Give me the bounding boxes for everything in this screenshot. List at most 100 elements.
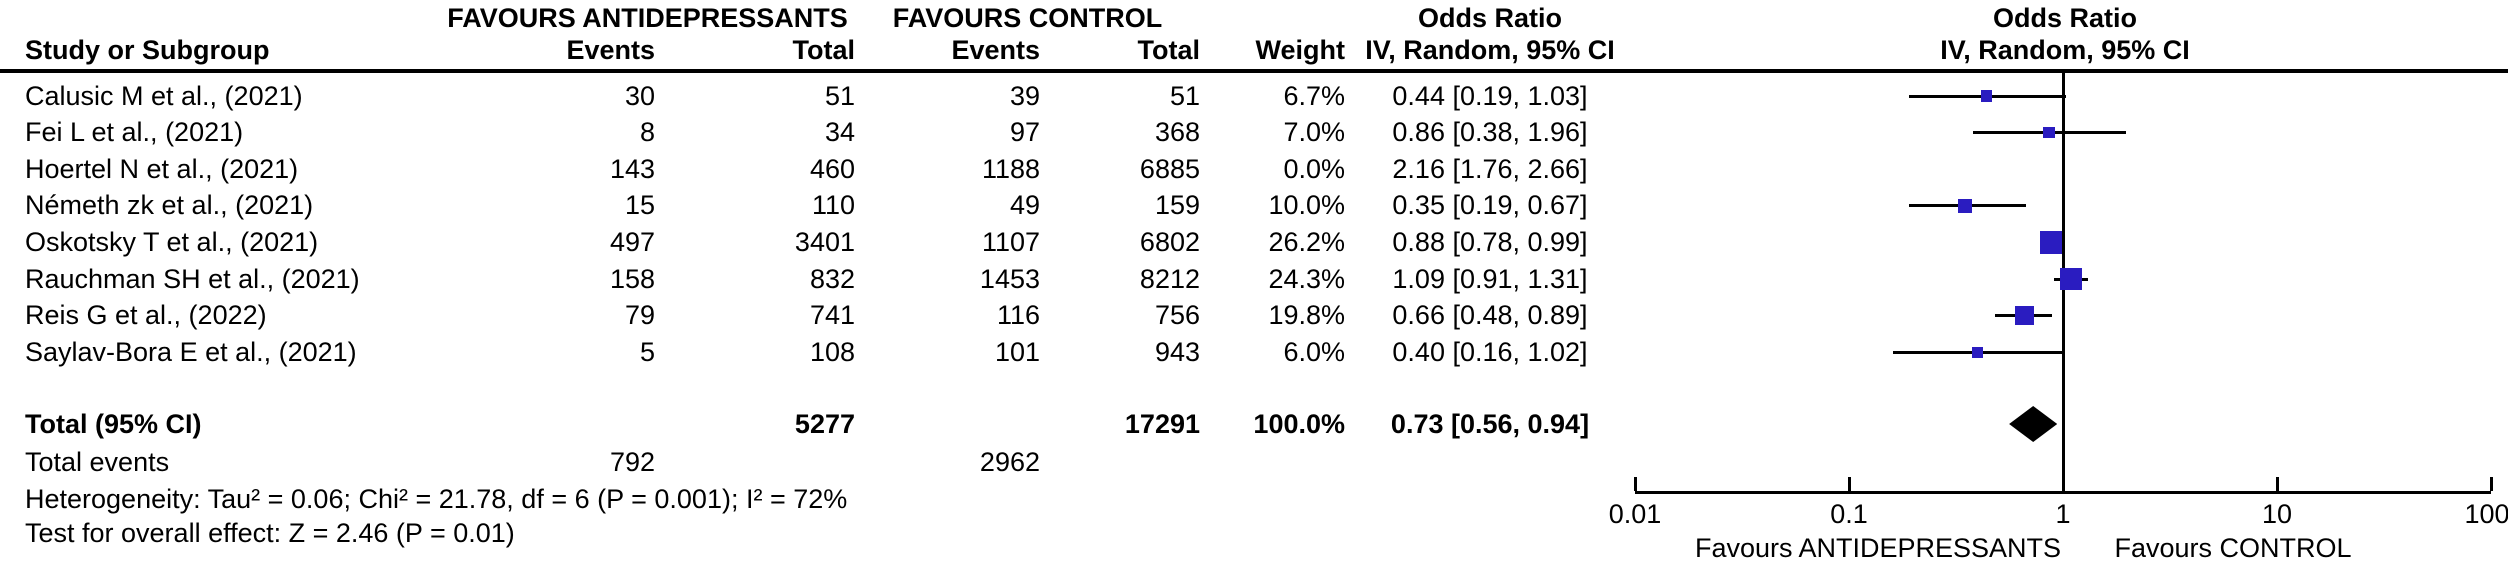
cell-events_c: 1107 xyxy=(981,226,1040,257)
cell-study: Németh zk et al., (2021) xyxy=(25,190,314,221)
cell-weight: 10.0% xyxy=(1268,190,1345,221)
cell-events_t: 143 xyxy=(609,153,655,184)
cell-events_c: 101 xyxy=(994,336,1040,367)
cell-or_ci: 0.66 [0.48, 0.89] xyxy=(1392,300,1588,331)
total-events-control: 2962 xyxy=(979,447,1040,477)
cell-events_c: 1188 xyxy=(981,153,1040,184)
column-header-or-ci-plot: IV, Random, 95% CI xyxy=(1940,35,2190,65)
x-axis-line xyxy=(1635,491,2491,494)
cell-or_ci: 1.09 [0.91, 1.31] xyxy=(1392,263,1588,294)
col-group-favours-antidepressants: FAVOURS ANTIDEPRESSANTS xyxy=(447,3,848,33)
total-diamond-marker xyxy=(2009,406,2058,442)
axis-tick xyxy=(2061,477,2065,491)
axis-tick xyxy=(2275,477,2279,491)
or-square-marker xyxy=(2014,305,2035,326)
cell-events_t: 30 xyxy=(624,80,655,111)
total-events-treatment: 792 xyxy=(609,447,655,477)
cell-weight: 6.7% xyxy=(1283,80,1345,111)
cell-events_c: 97 xyxy=(1009,117,1040,148)
or-square-marker xyxy=(2060,268,2082,290)
cell-events_c: 49 xyxy=(1009,190,1040,221)
cell-events_t: 5 xyxy=(639,336,655,367)
axis-tick xyxy=(1847,477,1851,491)
total-events-label: Total events xyxy=(25,447,170,477)
cell-total_t: 51 xyxy=(824,80,855,111)
total-row-or-ci: 0.73 [0.56, 0.94] xyxy=(1390,409,1590,439)
column-header-study: Study or Subgroup xyxy=(25,35,270,65)
cell-total_t: 110 xyxy=(811,190,855,221)
or-square-marker xyxy=(1972,346,1984,358)
total-row-weight: 100.0% xyxy=(1253,409,1345,439)
cell-total_c: 756 xyxy=(1154,300,1200,331)
cell-weight: 6.0% xyxy=(1283,336,1345,367)
cell-total_t: 741 xyxy=(809,300,855,331)
cell-study: Calusic M et al., (2021) xyxy=(25,80,303,111)
cell-total_t: 460 xyxy=(809,153,855,184)
cell-study: Reis G et al., (2022) xyxy=(25,300,267,331)
axis-tick-label: 100 xyxy=(2464,499,2508,529)
column-header-total-treatment: Total xyxy=(792,35,856,65)
column-header-total-control: Total xyxy=(1137,35,1201,65)
total-row-label: Total (95% CI) xyxy=(25,409,202,439)
cell-weight: 26.2% xyxy=(1268,226,1345,257)
cell-total_t: 3401 xyxy=(794,226,855,257)
axis-label-favours-control: Favours CONTROL xyxy=(2114,533,2352,563)
or-square-marker xyxy=(1958,198,1973,213)
cell-or_ci: 0.40 [0.16, 1.02] xyxy=(1392,336,1588,367)
cell-or_ci: 0.86 [0.38, 1.96] xyxy=(1392,117,1588,148)
cell-events_t: 497 xyxy=(609,226,655,257)
or-square-marker xyxy=(2039,231,2063,254)
cell-or_ci: 0.44 [0.19, 1.03] xyxy=(1392,80,1588,111)
column-header-events-control: Events xyxy=(951,35,1040,65)
cell-or_ci: 0.35 [0.19, 0.67] xyxy=(1392,190,1588,221)
header-divider xyxy=(0,69,2508,73)
column-header-or-ci: IV, Random, 95% CI xyxy=(1365,35,1615,65)
cell-total_c: 6885 xyxy=(1139,153,1200,184)
axis-label-favours-antidepressants: Favours ANTIDEPRESSANTS xyxy=(1694,533,2062,563)
cell-or_ci: 2.16 [1.76, 2.66] xyxy=(1392,153,1588,184)
axis-tick-label: 1 xyxy=(2055,499,2071,529)
cell-total_t: 832 xyxy=(809,263,855,294)
cell-events_c: 39 xyxy=(1009,80,1040,111)
cell-events_t: 8 xyxy=(639,117,655,148)
cell-weight: 19.8% xyxy=(1268,300,1345,331)
cell-total_c: 943 xyxy=(1154,336,1200,367)
cell-weight: 7.0% xyxy=(1283,117,1345,148)
cell-total_c: 51 xyxy=(1169,80,1200,111)
axis-tick-label: 10 xyxy=(2261,499,2293,529)
overall-effect-text: Test for overall effect: Z = 2.46 (P = 0… xyxy=(25,518,515,548)
column-header-events-treatment: Events xyxy=(566,35,655,65)
or-square-marker xyxy=(2043,126,2055,139)
cell-events_c: 116 xyxy=(996,300,1040,331)
cell-study: Hoertel N et al., (2021) xyxy=(25,153,299,184)
cell-total_c: 368 xyxy=(1154,117,1200,148)
cell-total_t: 34 xyxy=(824,117,855,148)
axis-tick-label: 0.1 xyxy=(1830,499,1868,529)
cell-study: Saylav-Bora E et al., (2021) xyxy=(25,336,357,367)
cell-study: Rauchman SH et al., (2021) xyxy=(25,263,360,294)
total-row-total-control: 17291 xyxy=(1124,409,1200,439)
or-square-marker xyxy=(1981,90,1993,102)
cell-total_c: 6802 xyxy=(1139,226,1200,257)
cell-weight: 24.3% xyxy=(1268,263,1345,294)
column-header-weight: Weight xyxy=(1255,35,1346,65)
cell-events_c: 1453 xyxy=(979,263,1040,294)
cell-study: Fei L et al., (2021) xyxy=(25,117,244,148)
cell-or_ci: 0.88 [0.78, 0.99] xyxy=(1392,226,1588,257)
cell-events_t: 15 xyxy=(624,190,655,221)
cell-events_t: 79 xyxy=(624,300,655,331)
col-group-odds-ratio-plot: Odds Ratio xyxy=(1992,3,2137,33)
cell-events_t: 158 xyxy=(609,263,655,294)
axis-tick xyxy=(1633,477,1637,491)
axis-tick xyxy=(2489,477,2493,491)
cell-study: Oskotsky T et al., (2021) xyxy=(25,226,319,257)
axis-tick-label: 0.01 xyxy=(1608,499,1662,529)
cell-total_c: 8212 xyxy=(1139,263,1200,294)
col-group-odds-ratio-text: Odds Ratio xyxy=(1417,3,1562,33)
cell-total_t: 108 xyxy=(809,336,855,367)
heterogeneity-text: Heterogeneity: Tau² = 0.06; Chi² = 21.78… xyxy=(25,484,848,514)
col-group-favours-control: FAVOURS CONTROL xyxy=(892,3,1163,33)
cell-weight: 0.0% xyxy=(1283,153,1345,184)
cell-total_c: 159 xyxy=(1154,190,1200,221)
